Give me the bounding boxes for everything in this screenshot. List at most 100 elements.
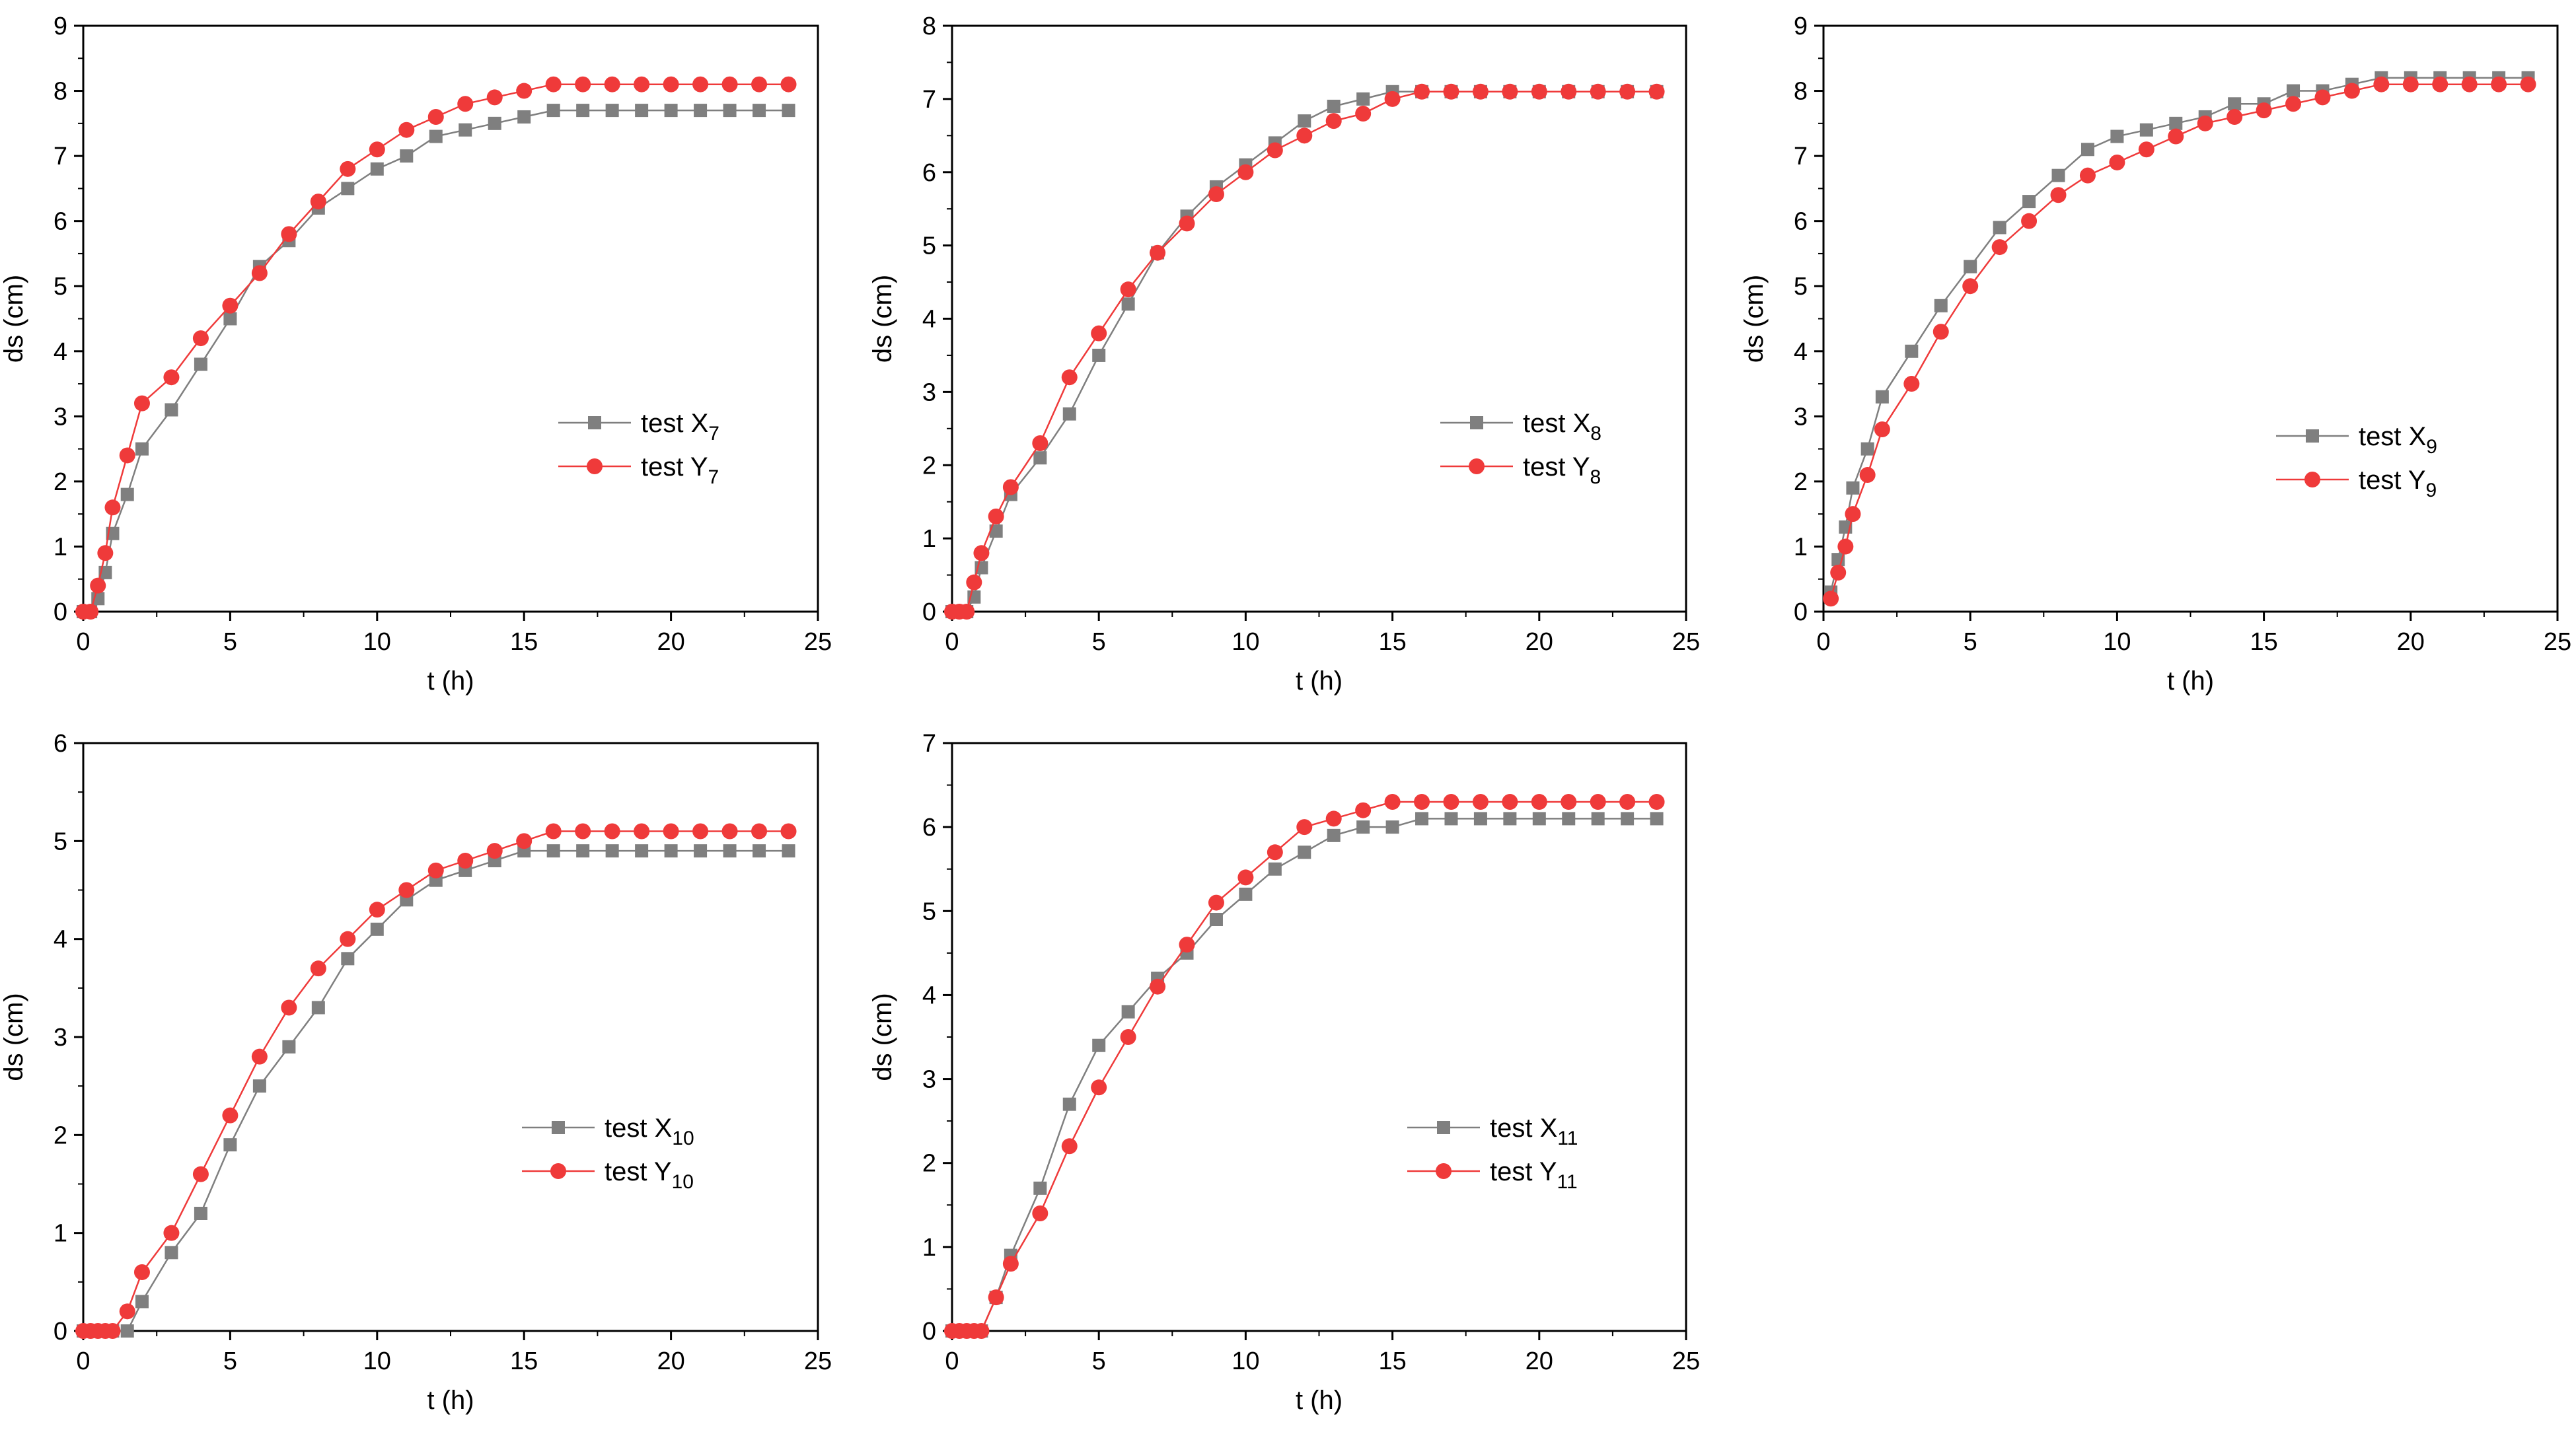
series-line bbox=[952, 90, 1657, 613]
data-point-square bbox=[1327, 828, 1341, 842]
data-point-square bbox=[400, 149, 414, 163]
data-point-square bbox=[1415, 812, 1429, 826]
data-point-circle bbox=[1002, 1256, 1019, 1272]
y-tick-label: 0 bbox=[1794, 598, 1808, 626]
data-point-circle bbox=[1384, 90, 1401, 107]
y-tick-label: 1 bbox=[922, 525, 936, 553]
x-tick-label: 15 bbox=[2250, 628, 2277, 656]
data-point-circle bbox=[1472, 83, 1489, 100]
y-tick-label: 0 bbox=[922, 1318, 936, 1345]
data-point-circle bbox=[1874, 421, 1890, 438]
data-point-circle bbox=[427, 108, 444, 125]
data-point-circle bbox=[663, 76, 679, 92]
data-point-square bbox=[1239, 887, 1253, 901]
data-point-circle bbox=[988, 508, 1004, 524]
x-tick-label: 25 bbox=[804, 628, 832, 656]
data-point-circle bbox=[1531, 794, 1547, 810]
legend-marker-circle bbox=[1436, 1163, 1452, 1179]
data-point-circle bbox=[1859, 467, 1876, 484]
data-point-square bbox=[694, 844, 708, 858]
data-point-square bbox=[1444, 812, 1458, 826]
y-tick-label: 8 bbox=[54, 78, 67, 106]
data-point-circle bbox=[2491, 76, 2507, 92]
x-tick-label: 0 bbox=[76, 1347, 90, 1375]
data-point-circle bbox=[398, 122, 415, 138]
data-point-square bbox=[1268, 862, 1282, 876]
data-point-circle bbox=[369, 902, 385, 918]
y-tick-label: 4 bbox=[54, 338, 67, 366]
data-point-circle bbox=[104, 499, 121, 516]
data-point-circle bbox=[2461, 76, 2478, 92]
data-point-circle bbox=[1443, 83, 1459, 100]
data-point-circle bbox=[1150, 978, 1166, 995]
y-tick-label: 0 bbox=[54, 1318, 67, 1345]
legend-label-text: test Y bbox=[1523, 452, 1590, 482]
data-point-square bbox=[694, 104, 708, 118]
data-point-circle bbox=[104, 1323, 121, 1339]
y-tick-label: 2 bbox=[922, 1150, 936, 1178]
y-tick-label: 3 bbox=[922, 378, 936, 406]
data-point-circle bbox=[545, 76, 562, 92]
legend-label: test Y7 bbox=[641, 452, 719, 488]
data-point-square bbox=[341, 952, 355, 966]
data-point-square bbox=[546, 104, 560, 118]
plot-frame bbox=[82, 24, 819, 613]
y-tick-label: 8 bbox=[1794, 78, 1808, 106]
legend-label-subscript: 7 bbox=[708, 423, 719, 445]
data-point-circle bbox=[251, 265, 268, 281]
data-point-circle bbox=[1091, 325, 1107, 341]
x-tick-label: 20 bbox=[1526, 1347, 1553, 1375]
x-tick-label: 10 bbox=[1232, 628, 1259, 656]
data-point-circle bbox=[2402, 76, 2419, 92]
data-point-circle bbox=[2197, 115, 2213, 131]
y-tick-label: 6 bbox=[1794, 208, 1808, 236]
data-point-circle bbox=[751, 76, 768, 92]
y-tick-label: 7 bbox=[1794, 143, 1808, 170]
series-y bbox=[1823, 76, 2536, 607]
legend-label: test Y10 bbox=[605, 1157, 694, 1193]
x-tick-label: 20 bbox=[657, 628, 684, 656]
data-point-square bbox=[194, 1207, 207, 1220]
data-point-square bbox=[1298, 845, 1311, 859]
series-x bbox=[77, 844, 795, 1338]
data-point-square bbox=[723, 844, 737, 858]
data-point-square bbox=[2080, 143, 2094, 157]
series-line bbox=[83, 830, 789, 1332]
legend-label: test Y8 bbox=[1523, 452, 1601, 488]
y-axis-label: ds (cm) bbox=[0, 993, 28, 1081]
legend-label: test X7 bbox=[641, 409, 719, 445]
x-tick-label: 0 bbox=[945, 1347, 959, 1375]
legend-label-subscript: 11 bbox=[1557, 1171, 1578, 1193]
data-point-square bbox=[2169, 116, 2183, 130]
data-point-square bbox=[252, 1079, 266, 1093]
y-tick-label: 0 bbox=[922, 598, 936, 626]
data-point-square bbox=[120, 487, 134, 501]
data-point-square bbox=[576, 844, 590, 858]
y-tick-label: 6 bbox=[922, 159, 936, 187]
y-tick-label: 7 bbox=[54, 143, 67, 170]
data-point-square bbox=[576, 104, 590, 118]
data-point-circle bbox=[310, 960, 326, 977]
x-tick-label: 10 bbox=[363, 628, 391, 656]
data-point-circle bbox=[2021, 213, 2038, 229]
legend-label-text: test X bbox=[641, 409, 708, 438]
series-line bbox=[83, 83, 789, 613]
data-point-circle bbox=[251, 1048, 268, 1065]
y-tick-label: 3 bbox=[1794, 403, 1808, 431]
data-point-square bbox=[1033, 451, 1047, 465]
data-point-square bbox=[223, 312, 237, 326]
y-tick-label: 6 bbox=[922, 814, 936, 842]
data-point-circle bbox=[634, 823, 650, 840]
y-tick-label: 5 bbox=[54, 273, 67, 301]
y-tick-label: 0 bbox=[54, 598, 67, 626]
legend-label-subscript: 9 bbox=[2426, 480, 2437, 501]
data-point-circle bbox=[192, 330, 209, 347]
data-point-circle bbox=[2373, 76, 2390, 92]
data-point-circle bbox=[959, 604, 975, 620]
data-point-circle bbox=[1531, 83, 1547, 100]
data-point-circle bbox=[1208, 186, 1224, 203]
data-point-square bbox=[1964, 260, 1977, 273]
x-axis-label: t (h) bbox=[2167, 666, 2214, 696]
